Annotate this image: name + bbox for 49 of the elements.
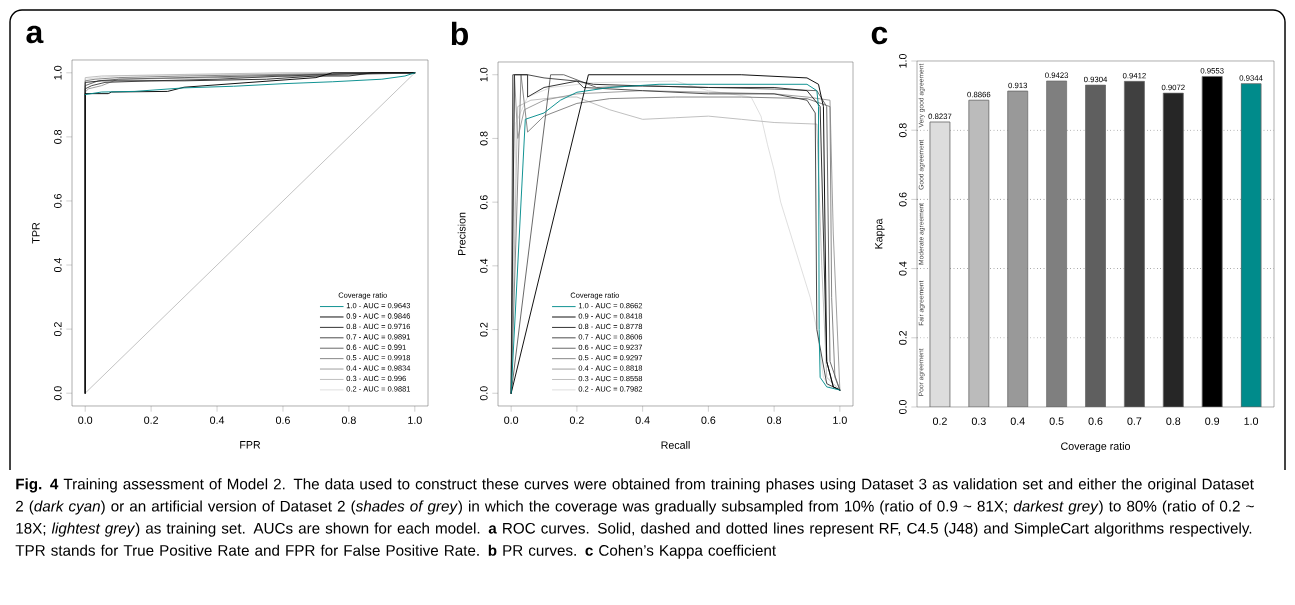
x-axis-title: Coverage ratio: [1061, 442, 1131, 453]
x-tick-label: 0.0: [78, 416, 93, 424]
chart-title: a: [26, 25, 44, 44]
y-tick-label: 0.0: [480, 386, 488, 401]
x-tick-label: 0.0: [504, 416, 519, 424]
x-tick-label: 0.2: [932, 417, 947, 425]
x-tick-label: 0.3: [971, 417, 986, 425]
y-tick-label: 0.4: [480, 258, 488, 273]
x-tick-label: 1.0: [408, 416, 422, 424]
text: Fig. 4 Training assessment of Model 2. The data used to construct these curves were obtained from training phases using Dataset 3 as validation set and either the original Dataset 2 (dark cyan) or an artificial version of Dataset 2 (shades of grey) in which the coverage was gradually subsampled from 10% (ratio of 0.9 ~ 81X; darkest grey) to 80% (ratio of 0.2 ~ 18X; lightest grey) as training set. AUCs are shown for each model. a ROC curves. Solid, dashed and dotted lines represent RF, C4.5 (J48) and SimpleCart algorithms respectively. TPR stands for True Positive Rate and FPR for False Positive Rate. b PR curves. c Cohen’s Kappa coefficient: [15, 478, 1254, 559]
x-tick-label: 0.8: [341, 416, 356, 424]
y-tick-label: 0.0: [54, 386, 62, 401]
y-tick-label: 0.6: [480, 195, 488, 210]
y-axis-title: Precision: [457, 212, 466, 256]
x-tick-label: 1.0: [833, 416, 847, 424]
x-tick-label: 0.9: [1205, 417, 1220, 425]
y-tick-label: 0.8: [480, 131, 488, 146]
x-tick-label: 0.6: [275, 416, 290, 424]
y-axis-title: TPR: [32, 222, 40, 244]
x-tick-label: 0.6: [701, 416, 716, 424]
x-tick-label: 1.0: [1244, 417, 1259, 425]
y-tick-label: 0.8: [54, 129, 62, 144]
chart-title: c: [871, 26, 888, 45]
y-tick-label: 0.4: [54, 257, 62, 273]
y-tick-label: 0.6: [899, 192, 907, 207]
y-tick-label: 0.2: [480, 322, 488, 337]
y-tick-label: 0.2: [54, 322, 62, 337]
y-tick-label: 0.2: [899, 330, 907, 345]
y-tick-label: 0.4: [899, 261, 907, 276]
x-tick-label: 0.7: [1127, 417, 1142, 425]
y-tick-label: 0.8: [899, 123, 907, 138]
y-tick-label: 1.0: [480, 67, 488, 82]
x-tick-label: 0.6: [1088, 417, 1103, 425]
x-tick-label: 0.4: [210, 416, 225, 424]
x-tick-label: 0.5: [1049, 417, 1064, 425]
y-tick-label: 0.0: [899, 399, 907, 414]
x-tick-label: 0.2: [144, 416, 158, 424]
chart-title: b: [451, 21, 468, 46]
y-tick-label: 1.0: [54, 65, 62, 80]
x-tick-label: 0.2: [569, 416, 584, 424]
y-tick-label: 0.6: [54, 194, 62, 208]
x-tick-label: 0.8: [767, 416, 782, 424]
y-tick-label: 1.0: [899, 53, 907, 68]
x-tick-label: 0.4: [1010, 417, 1025, 425]
x-axis-title: FPR: [240, 441, 261, 449]
x-tick-label: 0.8: [1166, 417, 1181, 425]
x-axis-title: Recall: [661, 441, 690, 449]
y-axis-title: Kappa: [875, 218, 885, 249]
x-tick-label: 0.4: [635, 416, 650, 424]
